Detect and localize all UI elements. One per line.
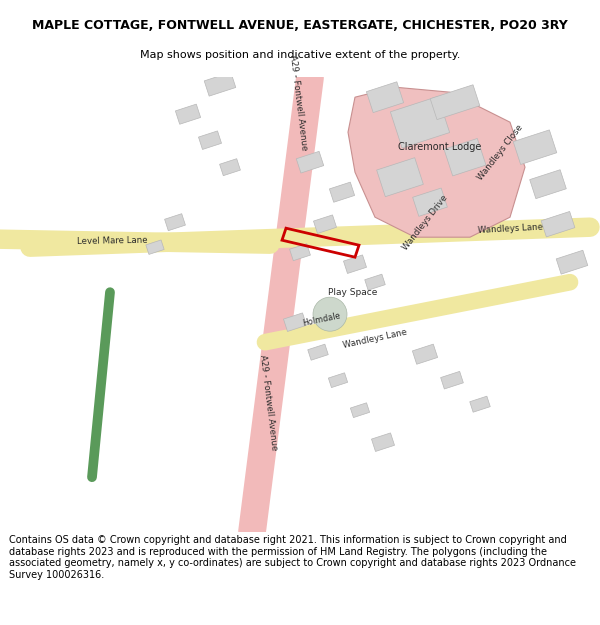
Polygon shape — [440, 371, 463, 389]
Polygon shape — [391, 96, 449, 148]
Polygon shape — [377, 158, 424, 197]
Polygon shape — [470, 396, 490, 412]
Text: Play Space: Play Space — [328, 288, 377, 297]
Text: Holmdale: Holmdale — [302, 311, 342, 328]
Polygon shape — [413, 188, 448, 216]
Polygon shape — [513, 130, 557, 164]
Polygon shape — [164, 214, 185, 231]
Text: Level Mare Lane: Level Mare Lane — [77, 236, 148, 246]
Polygon shape — [556, 250, 588, 274]
Polygon shape — [348, 87, 525, 237]
Polygon shape — [350, 402, 370, 418]
Text: Claremont Lodge: Claremont Lodge — [398, 142, 482, 152]
Text: Contains OS data © Crown copyright and database right 2021. This information is : Contains OS data © Crown copyright and d… — [9, 535, 576, 580]
Polygon shape — [371, 433, 395, 451]
Polygon shape — [329, 182, 355, 203]
Polygon shape — [530, 170, 566, 199]
Polygon shape — [367, 82, 404, 112]
Polygon shape — [290, 244, 310, 261]
Polygon shape — [365, 274, 385, 290]
Text: Wandleys Lane: Wandleys Lane — [342, 328, 408, 351]
Polygon shape — [204, 72, 236, 96]
Polygon shape — [430, 85, 480, 119]
Polygon shape — [313, 215, 337, 234]
Polygon shape — [444, 139, 486, 176]
Text: MAPLE COTTAGE, FONTWELL AVENUE, EASTERGATE, CHICHESTER, PO20 3RY: MAPLE COTTAGE, FONTWELL AVENUE, EASTERGA… — [32, 19, 568, 32]
Polygon shape — [308, 344, 328, 360]
Polygon shape — [343, 255, 367, 274]
Polygon shape — [296, 151, 324, 173]
Polygon shape — [541, 211, 575, 237]
Polygon shape — [283, 313, 307, 331]
Text: Wandleys Drive: Wandleys Drive — [401, 193, 449, 251]
Polygon shape — [220, 159, 241, 176]
Text: Wandleys Lane: Wandleys Lane — [477, 223, 543, 236]
Polygon shape — [146, 240, 164, 254]
Text: Map shows position and indicative extent of the property.: Map shows position and indicative extent… — [140, 50, 460, 60]
Circle shape — [313, 297, 347, 331]
Polygon shape — [412, 344, 437, 364]
Text: A29 - Fontwell Avenue: A29 - Fontwell Avenue — [257, 354, 278, 451]
Text: Wandleys Close: Wandleys Close — [476, 122, 524, 182]
Polygon shape — [199, 131, 221, 149]
Text: A29 - Fontwell Avenue: A29 - Fontwell Avenue — [287, 54, 308, 151]
Polygon shape — [175, 104, 200, 124]
Polygon shape — [328, 372, 347, 388]
